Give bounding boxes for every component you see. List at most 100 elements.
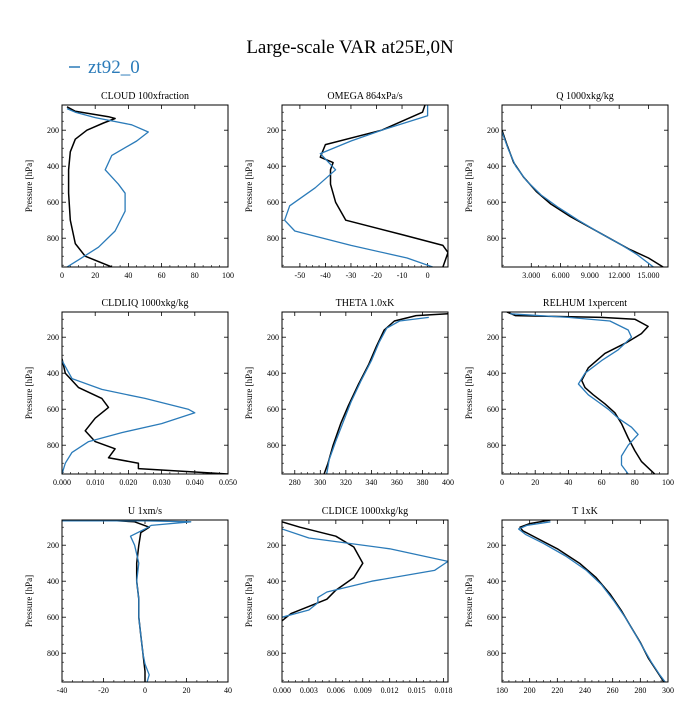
y-tick-label: 400 <box>267 369 279 378</box>
y-axis-label: Pressure [hPa] <box>24 367 34 419</box>
y-tick-label: 600 <box>267 198 279 207</box>
series-line-zt92_0 <box>517 521 666 682</box>
series-line-black <box>66 106 116 267</box>
y-tick-label: 400 <box>47 369 59 378</box>
x-tick-label: 0.050 <box>219 478 237 487</box>
x-tick-label: 240 <box>579 686 591 695</box>
y-tick-label: 800 <box>47 441 59 450</box>
x-tick-label: 0.015 <box>408 686 426 695</box>
subplot-grid: CLOUD 100xfraction Pressure [hPa] 0 20 40 60 8… <box>24 91 674 695</box>
y-tick-label: 800 <box>487 441 499 450</box>
subplot: RELHUM 1xpercent Pressure [hPa] 0 20 40 60 80 1… <box>464 298 674 487</box>
y-tick-label: 200 <box>47 333 59 342</box>
x-tick-label: 20 <box>91 271 99 280</box>
y-tick-label: 800 <box>267 441 279 450</box>
x-tick-label: 320 <box>340 478 352 487</box>
y-tick-label: 200 <box>267 541 279 550</box>
y-tick-label: 200 <box>487 333 499 342</box>
series-line-zt92_0 <box>66 108 149 267</box>
y-tick-label: 200 <box>47 541 59 550</box>
y-axis-label: Pressure [hPa] <box>244 160 254 212</box>
subplot: CLOUD 100xfraction Pressure [hPa] 0 20 40 60 8… <box>24 91 234 280</box>
x-tick-label: 200 <box>524 686 536 695</box>
plot-frame <box>281 519 449 683</box>
x-tick-label: 3.000 <box>522 271 540 280</box>
y-tick-label: 600 <box>267 613 279 622</box>
panel-title: RELHUM 1xpercent <box>543 298 627 309</box>
x-tick-label: 0.000 <box>273 686 291 695</box>
x-tick-label: 6.000 <box>552 271 570 280</box>
x-tick-label: 0.040 <box>186 478 204 487</box>
y-tick-label: 400 <box>487 577 499 586</box>
y-tick-label: 600 <box>47 613 59 622</box>
plot-frame <box>501 104 669 268</box>
x-tick-label: 0.018 <box>435 686 453 695</box>
y-tick-label: 400 <box>487 369 499 378</box>
x-tick-label: 20 <box>531 478 539 487</box>
y-tick-label: 600 <box>487 405 499 414</box>
y-tick-label: 400 <box>47 162 59 171</box>
y-tick-label: 200 <box>267 126 279 135</box>
panel-title: CLOUD 100xfraction <box>101 91 189 102</box>
plot-frame <box>501 519 669 683</box>
x-tick-label: 220 <box>551 686 563 695</box>
x-tick-label: 0.009 <box>354 686 372 695</box>
x-tick-label: 0.010 <box>86 478 104 487</box>
series-line-zt92_0 <box>283 105 433 267</box>
y-axis-label: Pressure [hPa] <box>464 160 474 212</box>
y-axis-label: Pressure [hPa] <box>24 160 34 212</box>
x-tick-label: 260 <box>607 686 619 695</box>
y-tick-label: 400 <box>47 577 59 586</box>
x-tick-label: 400 <box>442 478 454 487</box>
y-axis-label: Pressure [hPa] <box>24 575 34 627</box>
y-axis-label: Pressure [hPa] <box>464 367 474 419</box>
x-tick-label: 80 <box>191 271 199 280</box>
legend-label: zt92_0 <box>88 57 140 78</box>
y-tick-label: 800 <box>267 649 279 658</box>
y-tick-label: 800 <box>487 649 499 658</box>
y-tick-label: 800 <box>47 234 59 243</box>
plot-frame <box>61 519 229 683</box>
series-line-zt92_0 <box>510 313 639 474</box>
x-tick-label: 0 <box>500 478 504 487</box>
x-tick-label: 40 <box>124 271 132 280</box>
x-tick-label: 180 <box>496 686 508 695</box>
y-tick-label: 800 <box>487 234 499 243</box>
subplot: CLDICE 1000xkg/kg Pressure [hPa] 0.000 0.00… <box>244 506 453 695</box>
panel-title: OMEGA 864xPa/s <box>327 91 402 102</box>
x-tick-label: 0.006 <box>327 686 345 695</box>
x-tick-label: 0 <box>143 686 147 695</box>
series-line-zt92_0 <box>62 360 196 474</box>
series-line-zt92_0 <box>282 528 448 618</box>
x-tick-label: 300 <box>662 686 674 695</box>
x-tick-label: 9.000 <box>581 271 599 280</box>
x-tick-label: 340 <box>365 478 377 487</box>
x-tick-label: -20 <box>98 686 109 695</box>
x-tick-label: 0.020 <box>119 478 137 487</box>
plot-frame <box>501 311 669 475</box>
subplot: THETA 1.0xK Pressure [hPa] 280 300 320 340 360… <box>244 298 454 487</box>
x-tick-label: 360 <box>391 478 403 487</box>
y-tick-label: 600 <box>47 405 59 414</box>
y-tick-label: 200 <box>47 126 59 135</box>
x-tick-label: 40 <box>564 478 572 487</box>
x-tick-label: 100 <box>222 271 234 280</box>
series-line-black <box>282 521 364 622</box>
x-tick-label: -50 <box>295 271 306 280</box>
x-tick-label: 0.030 <box>153 478 171 487</box>
x-tick-label: 12.000 <box>608 271 630 280</box>
x-tick-label: 0.012 <box>381 686 399 695</box>
plot-frame <box>61 104 229 268</box>
y-tick-label: 400 <box>267 577 279 586</box>
x-tick-label: 80 <box>631 478 639 487</box>
figure-title: Large-scale VAR at25E,0N <box>246 37 454 58</box>
y-tick-label: 600 <box>487 198 499 207</box>
x-tick-label: 0.003 <box>300 686 318 695</box>
series-line-zt92_0 <box>62 520 192 682</box>
x-tick-label: 380 <box>416 478 428 487</box>
panel-title: CLDICE 1000xkg/kg <box>322 506 408 517</box>
y-tick-label: 400 <box>487 162 499 171</box>
series-line-zt92_0 <box>326 316 429 474</box>
panel-title: U 1xm/s <box>128 506 162 517</box>
